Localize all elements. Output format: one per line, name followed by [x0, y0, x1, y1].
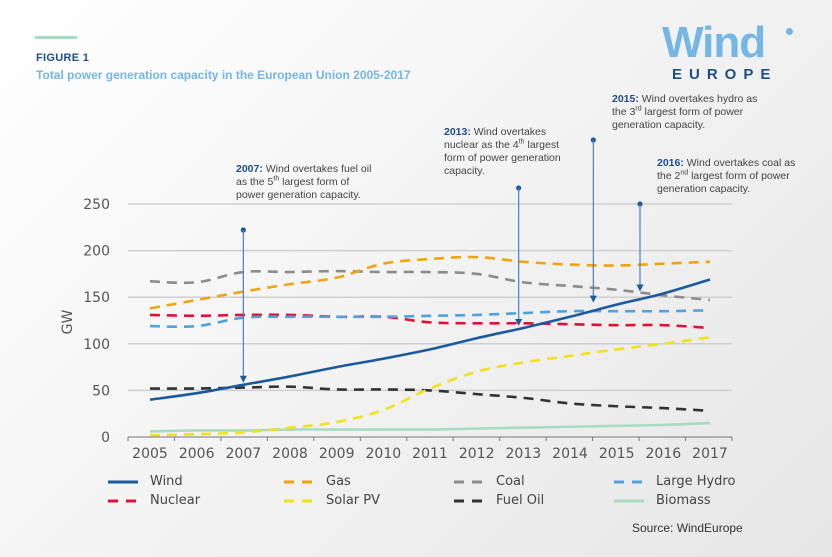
- annotation-year: 2016:: [657, 157, 684, 169]
- annotation-arrowhead: [515, 318, 523, 326]
- series-line-solar-pv: [149, 335, 711, 437]
- legend-item-biomass: Biomass: [614, 493, 711, 508]
- legend-label: Solar PV: [326, 493, 380, 508]
- annotation-text: Wind overtakes nuclear as the 4: [444, 126, 547, 151]
- annotation-text: largest form of power generation capacit…: [657, 170, 790, 195]
- logo-europe-text: EUROPE: [672, 66, 778, 83]
- y-tick-label: 200: [83, 244, 110, 260]
- series-line-coal: [149, 269, 711, 302]
- annotation-2007: 2007: Wind overtakes fuel oil as the 5th…: [236, 163, 376, 202]
- x-tick-label: 2014: [552, 446, 588, 462]
- annotation-sup: th: [273, 175, 280, 183]
- series-line-wind: [149, 278, 711, 402]
- annotation-text: largest form of power generation capacit…: [612, 106, 744, 131]
- annotation-text: largest form of power generation capacit…: [236, 176, 361, 201]
- legend-swatch: [454, 499, 484, 502]
- x-tick-label: 2013: [506, 446, 542, 462]
- annotation-text: largest form of power generation capacit…: [444, 139, 561, 177]
- x-tick-label: 2010: [366, 446, 402, 462]
- legend-swatch: [454, 480, 484, 483]
- legend-item-large-hydro: Large Hydro: [614, 474, 735, 489]
- legend-label: Wind: [150, 474, 183, 489]
- x-tick-label: 2005: [132, 446, 168, 462]
- legend-label: Fuel Oil: [496, 493, 545, 508]
- annotation-text: Wind overtakes coal as the 2: [657, 157, 796, 182]
- legend-item-nuclear: Nuclear: [108, 493, 200, 508]
- legend-swatch: [108, 499, 138, 502]
- legend-swatch: [284, 499, 314, 502]
- x-tick-label: 2012: [459, 446, 495, 462]
- accent-bar: [35, 36, 77, 39]
- legend-item-wind: Wind: [108, 474, 183, 489]
- x-tick-label: 2008: [272, 446, 308, 462]
- y-tick-label: 250: [83, 197, 110, 213]
- annotation-2016: 2016: Wind overtakes coal as the 2nd lar…: [657, 157, 802, 196]
- legend-label: Nuclear: [150, 493, 201, 508]
- annotation-arrowhead: [589, 295, 597, 303]
- x-tick-label: 2011: [412, 446, 448, 462]
- legend-label: Biomass: [656, 493, 711, 508]
- legend-label: Gas: [326, 474, 351, 489]
- y-tick-label: 0: [101, 430, 110, 446]
- source-note: Source: WindEurope: [632, 521, 743, 535]
- annotation-year: 2015:: [612, 93, 639, 105]
- series-line-biomass: [149, 421, 711, 433]
- x-tick-label: 2016: [646, 446, 682, 462]
- chart-title: Total power generation capacity in the E…: [36, 68, 411, 82]
- annotation-year: 2007:: [236, 163, 263, 175]
- legend-swatch: [108, 480, 138, 483]
- y-tick-label: 50: [92, 383, 110, 399]
- y-tick-label: 100: [83, 337, 110, 353]
- legend-item-fuel-oil: Fuel Oil: [454, 493, 544, 508]
- legend-item-gas: Gas: [284, 474, 351, 489]
- x-tick-label: 2015: [599, 446, 635, 462]
- y-axis-label: GW: [60, 310, 76, 335]
- logo-wind-text: Wind: [662, 18, 766, 67]
- y-tick-label: 150: [83, 290, 110, 306]
- legend-item-solar-pv: Solar PV: [284, 493, 380, 508]
- logo-dot-icon: [786, 28, 793, 35]
- annotation-sup: th: [518, 138, 525, 146]
- annotation-2013: 2013: Wind overtakes nuclear as the 4th …: [444, 126, 562, 178]
- legend-swatch: [614, 480, 644, 483]
- annotation-sup: rd: [635, 105, 642, 113]
- legend-item-coal: Coal: [454, 474, 525, 489]
- windeurope-logo: Wind EUROPE: [660, 18, 800, 86]
- series-line-gas: [149, 255, 711, 310]
- figure-label: FIGURE 1: [36, 52, 90, 64]
- legend-label: Coal: [496, 474, 525, 489]
- annotation-arrowhead: [239, 375, 247, 383]
- x-tick-label: 2007: [226, 446, 262, 462]
- series-line-fuel-oil: [149, 385, 711, 413]
- legend-label: Large Hydro: [656, 474, 736, 489]
- x-tick-label: 2006: [179, 446, 215, 462]
- legend-swatch: [614, 499, 644, 502]
- annotation-arrowhead: [636, 284, 644, 292]
- x-tick-label: 2009: [319, 446, 355, 462]
- annotation-sup: nd: [680, 169, 689, 177]
- legend-swatch: [284, 480, 314, 483]
- annotation-text: Wind overtakes hydro as the 3: [612, 93, 758, 118]
- annotation-2015: 2015: Wind overtakes hydro as the 3rd la…: [612, 93, 762, 132]
- x-tick-label: 2017: [692, 446, 728, 462]
- annotation-text: Wind overtakes fuel oil as the 5: [236, 163, 372, 188]
- annotation-year: 2013:: [444, 126, 471, 138]
